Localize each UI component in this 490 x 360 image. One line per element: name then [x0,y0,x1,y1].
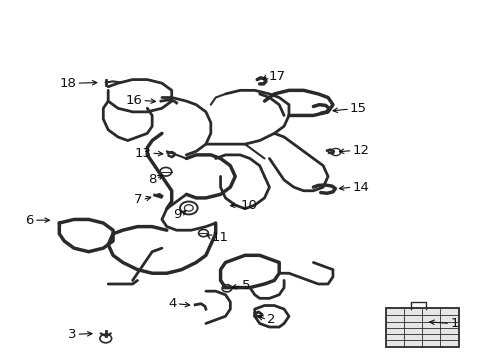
Text: 6: 6 [25,214,34,227]
Text: 14: 14 [352,181,369,194]
Text: 11: 11 [212,231,229,244]
Text: 13: 13 [134,147,151,159]
FancyBboxPatch shape [386,309,459,347]
Text: 7: 7 [134,193,143,206]
Text: 18: 18 [60,77,76,90]
Text: 12: 12 [352,144,369,157]
Text: 9: 9 [173,208,181,221]
Text: 15: 15 [350,103,367,116]
Text: 16: 16 [125,94,143,107]
Text: 5: 5 [242,279,250,292]
Text: 1: 1 [450,317,459,330]
Text: 8: 8 [147,173,156,186]
Text: 10: 10 [240,199,257,212]
Text: 17: 17 [269,69,286,82]
Text: 2: 2 [267,313,275,327]
Text: 4: 4 [168,297,176,310]
Text: 3: 3 [68,328,76,341]
